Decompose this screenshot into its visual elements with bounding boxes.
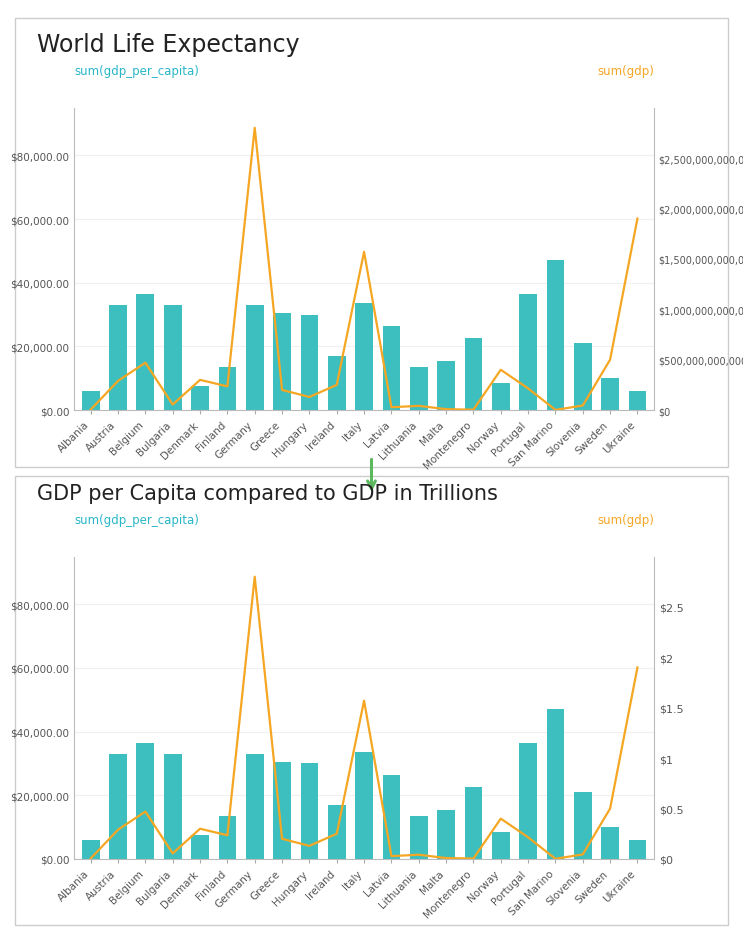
Bar [300,315,318,411]
Bar [163,754,181,859]
Text: GDP per Capita compared to GDP in Trillions: GDP per Capita compared to GDP in Trilli… [37,483,498,503]
Bar [109,306,127,411]
Bar [82,392,100,411]
Bar [273,762,291,859]
Bar [629,840,646,859]
Bar [109,754,127,859]
Bar [601,379,619,411]
Text: sum(gdp): sum(gdp) [597,514,654,527]
Bar [328,805,345,859]
Bar [410,817,428,859]
Bar [218,368,236,411]
Bar [246,306,264,411]
Bar [519,295,537,411]
Bar [437,810,455,859]
Bar [137,743,155,859]
Bar [601,827,619,859]
Bar [547,710,565,859]
Bar [492,383,510,411]
Bar [383,775,400,859]
Bar [163,306,181,411]
Bar [273,313,291,411]
Bar [82,840,100,859]
Bar [328,357,345,411]
Text: World Life Expectancy: World Life Expectancy [37,33,299,57]
Bar [574,344,591,411]
Bar [410,368,428,411]
Bar [300,764,318,859]
Bar [355,304,373,411]
Bar [191,835,209,859]
Bar [492,832,510,859]
Bar [246,754,264,859]
Bar [191,387,209,411]
Bar [547,261,565,411]
Bar [464,787,482,859]
Bar [218,817,236,859]
Text: sum(gdp_per_capita): sum(gdp_per_capita) [74,514,199,527]
Bar [464,339,482,411]
Bar [574,792,591,859]
Bar [137,295,155,411]
Bar [519,743,537,859]
Bar [437,362,455,411]
Bar [355,752,373,859]
Bar [629,392,646,411]
Text: sum(gdp): sum(gdp) [597,65,654,78]
Bar [383,327,400,411]
Text: sum(gdp_per_capita): sum(gdp_per_capita) [74,65,199,78]
